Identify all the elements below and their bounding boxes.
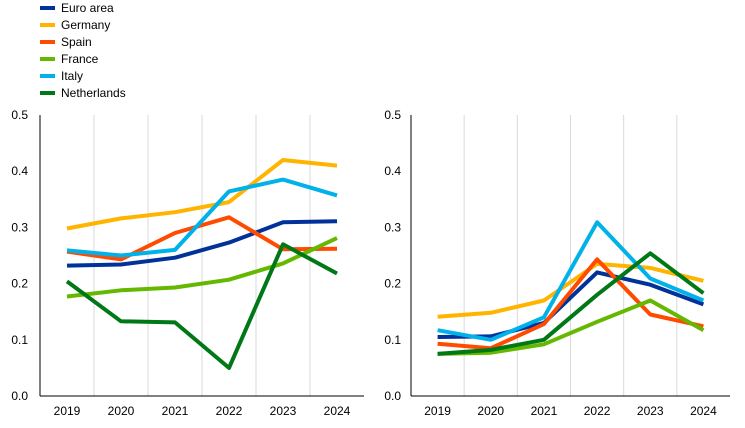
panel2-y-tick-label: 0.2 (384, 277, 401, 291)
panel2-series-germany (437, 261, 704, 319)
panel2-series-netherlands (437, 251, 705, 356)
panel1-series-euro-area (66, 219, 338, 268)
panel1-x-tick-label: 2024 (324, 404, 351, 418)
panel2-x-tick-label: 2022 (584, 404, 611, 418)
panel1-x-tick-label: 2021 (162, 404, 189, 418)
panel2-y-tick-label: 0.4 (384, 164, 401, 178)
panel2-y-tick-label: 0.0 (384, 389, 401, 403)
panel1-y-tick-label: 0.3 (11, 220, 28, 234)
panel1-series-netherlands (65, 242, 338, 370)
legend-label-3: France (61, 52, 99, 66)
legend-label-5: Netherlands (61, 86, 126, 100)
panel2-x-tick-label: 2019 (424, 404, 451, 418)
panel2-series-spain (437, 257, 704, 351)
legend-label-2: Spain (61, 35, 92, 49)
panel2-x-tick-label: 2020 (477, 404, 504, 418)
panel1-x-tick-label: 2019 (54, 404, 81, 418)
panel1-x-tick-label: 2022 (216, 404, 243, 418)
panel1-x-tick-label: 2023 (270, 404, 297, 418)
panel1-series-italy (66, 177, 338, 258)
panel2-y-tick-label: 0.3 (384, 220, 401, 234)
panel2-y-tick-label: 0.1 (384, 333, 401, 347)
legend-label-0: Euro area (61, 1, 114, 15)
panel1-series-france (66, 236, 338, 299)
legend-label-4: Italy (61, 69, 83, 83)
panel2-y-tick-label: 0.5 (384, 108, 401, 122)
panel2-x-tick-label: 2024 (690, 404, 717, 418)
panel1-y-tick-label: 0.4 (11, 164, 28, 178)
panel1-y-tick-label: 0.0 (11, 389, 28, 403)
panel2-x-tick-label: 2021 (531, 404, 558, 418)
panel1-y-tick-label: 0.5 (11, 108, 28, 122)
panel1-y-tick-label: 0.2 (11, 277, 28, 291)
panel2-x-tick-label: 2023 (637, 404, 664, 418)
legend-label-1: Germany (61, 18, 110, 32)
panel2-series-france (437, 298, 705, 356)
panel1-series-germany (66, 158, 338, 231)
panel2-series-italy (437, 220, 705, 342)
panel1-y-tick-label: 0.1 (11, 333, 28, 347)
panel1-x-tick-label: 2020 (108, 404, 135, 418)
